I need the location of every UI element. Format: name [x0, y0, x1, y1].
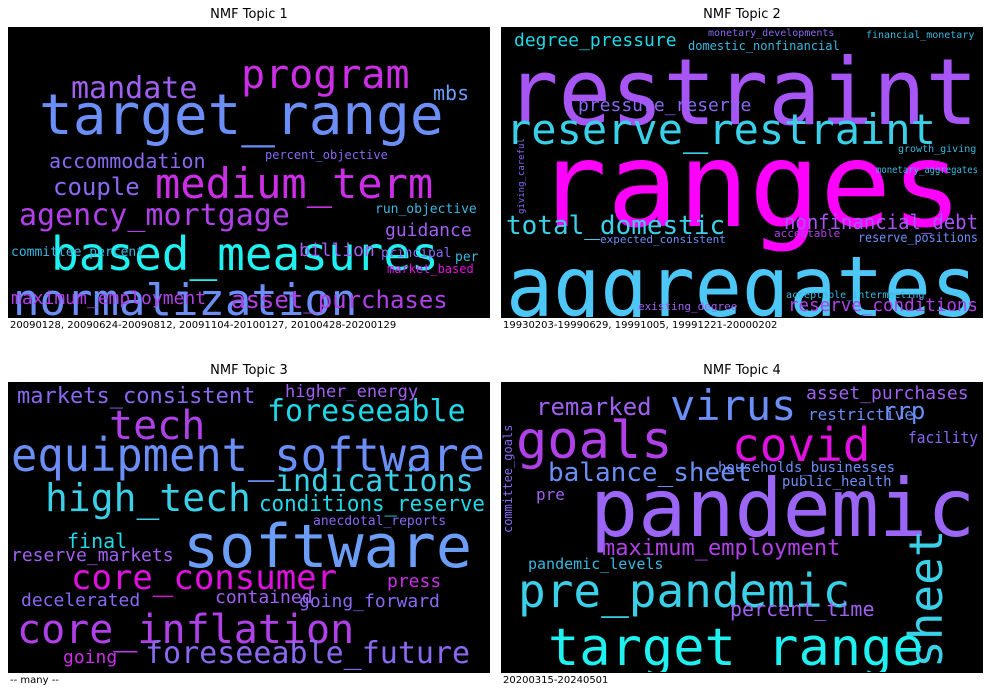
word-virus: virus: [670, 383, 796, 430]
word-mandate: mandate: [71, 71, 197, 106]
word-conditions-reserve: conditions_reserve: [259, 492, 485, 517]
word-committee-percent: committee_percent: [11, 245, 144, 260]
word-restrictive: restrictive: [808, 405, 914, 424]
word-pre: pre: [536, 485, 565, 504]
word-couple: couple: [53, 173, 140, 201]
word-billion: billion: [299, 240, 375, 261]
word-total-domestic: total_domestic: [506, 211, 725, 241]
word-reserve-positions: reserve_positions: [858, 231, 978, 246]
word-based-measures: based_measures: [51, 227, 439, 281]
word-acceptable-intermeeting: acceptable_intermeeting: [786, 290, 924, 301]
date-range-caption-1: 20090128, 20090624-20090812, 20091104-20…: [10, 320, 397, 331]
word-run-objective: run_objective: [375, 202, 477, 217]
word-reserve-markets: reserve_markets: [11, 545, 174, 566]
word-press: press: [387, 571, 441, 592]
word-anecdotal-reports: anecdotal_reports: [313, 514, 446, 529]
word-program: program: [241, 52, 410, 98]
word-acceptable: acceptable: [774, 227, 840, 240]
word-accommodation: accommodation: [49, 149, 206, 173]
date-range-caption-4: 20200315-20240501: [503, 675, 609, 686]
word-monetary-developments: monetary_developments: [708, 28, 834, 39]
word-mbs: mbs: [433, 81, 469, 105]
word-final: final: [67, 529, 127, 553]
word-pre-pandemic: pre_pandemic: [518, 564, 850, 618]
word-markets-consistent: markets_consistent: [17, 384, 255, 409]
word-market-based: market_based: [387, 262, 474, 276]
word-per: per: [455, 250, 479, 265]
word-contained: contained: [215, 587, 313, 608]
word-ranges: ranges: [536, 116, 962, 254]
word-maximum-employment: maximum_employment: [11, 288, 206, 309]
word-restraint: restraint: [506, 39, 978, 146]
wordcloud-4: asset_purchases remarked virus restrictive r…: [501, 382, 983, 673]
word-financial-monetary: financial_monetary: [866, 30, 974, 41]
word-reserve-conditions: reserve_conditions: [788, 295, 978, 316]
word-expected-consistent: expected_consistent: [600, 233, 726, 246]
wordcloud-svg-2: degree_pressure monetary_developments fina…: [506, 28, 978, 317]
date-range-caption-2: 19930203-19990629, 19991005, 19991221-20…: [503, 320, 778, 331]
word-higher-energy: higher_energy: [285, 383, 418, 402]
word-domestic-nonfinancial: domestic_nonfinancial: [688, 39, 840, 53]
wordcloud-svg-4: asset_purchases remarked virus restrictiver…: [502, 383, 978, 672]
word-covid: covid: [732, 418, 870, 472]
word-tech: tech: [109, 403, 205, 449]
word-foreseeable: foreseeable: [267, 394, 466, 429]
word-software: software: [183, 512, 472, 582]
word-goals: goals: [516, 411, 673, 471]
word-percent-objective: percent_objective: [265, 148, 388, 162]
panel-title-3: NMF Topic 3: [210, 363, 288, 378]
word-target-range: target_range: [39, 83, 444, 148]
word-reserve-restraint: reserve_restraint: [506, 105, 936, 154]
word-asset-purchases: asset_purchases: [806, 383, 969, 404]
word-decelerated: decelerated: [21, 590, 140, 611]
word-foreseeable-future: foreseeable_future: [145, 636, 470, 671]
word-asset-purchases: asset_purchases: [231, 286, 448, 314]
wordcloud-1: target_range program mandate mbs medium_term…: [8, 27, 490, 318]
date-range-caption-3: -- many --: [10, 675, 59, 686]
word-going: going: [63, 647, 117, 668]
word-pressure-reserve: pressure_reserve: [578, 95, 751, 116]
word-maximum-employment: maximum_employment: [602, 536, 840, 561]
word-aggregates: aggregates: [506, 238, 978, 317]
word-principal: principal: [381, 246, 451, 261]
word-balance-sheet: balance_sheet: [548, 458, 752, 488]
word-agency-mortgage: agency_mortgage: [19, 198, 290, 233]
word-target-range: target_range: [548, 618, 924, 672]
word-equipment-software: equipment_software: [11, 428, 485, 482]
word-committee-goals: committee_goals: [502, 425, 515, 533]
panel-title-2: NMF Topic 2: [703, 7, 781, 22]
word-core-consumer: core_consumer: [71, 558, 337, 598]
word-public-health: public_health: [782, 474, 892, 490]
word-rrp: rrp: [882, 397, 925, 425]
word-medium-term: medium_term: [155, 159, 433, 208]
word-degree-pressure: degree_pressure: [514, 30, 677, 51]
panel-title-4: NMF Topic 4: [703, 363, 781, 378]
word-sheet: sheet: [899, 530, 953, 668]
word-nonfinancial-debt: nonfinancial_debt: [784, 210, 978, 234]
word-high-tech: high_tech: [45, 476, 251, 521]
word-monetary-aggregates: monetary_aggregates: [876, 165, 978, 176]
word-going-forward: going_forward: [299, 591, 440, 612]
word-facility: facility: [908, 428, 978, 447]
panel-title-1: NMF Topic 1: [210, 7, 288, 22]
word-pandemic-levels: pandemic_levels: [528, 555, 663, 573]
word-households-businesses: households_businesses: [718, 460, 895, 476]
word-growth-giving: growth_giving: [898, 144, 976, 155]
word-pandemic: pandemic: [590, 462, 975, 555]
word-giving-careful: giving_careful: [517, 138, 527, 214]
word-guidance: guidance: [385, 220, 472, 241]
wordcloud-2: degree_pressure monetary_developments fina…: [501, 27, 983, 318]
word-percent-time: percent_time: [730, 597, 875, 621]
word-existing-degree: existing_degree: [638, 300, 737, 313]
word-remarked: remarked: [536, 393, 652, 421]
word-indications: indications: [275, 464, 474, 499]
word-normalization: normalization: [13, 275, 357, 317]
word-core-inflation: core_inflation: [17, 607, 354, 653]
